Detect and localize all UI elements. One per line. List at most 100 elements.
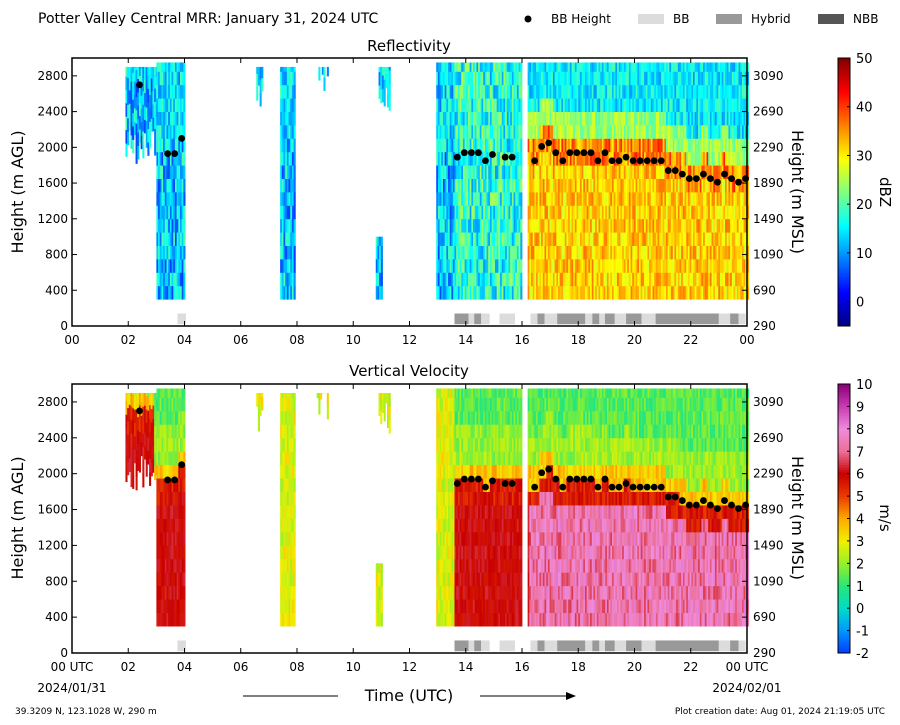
heatmap-cell [537,259,540,273]
heatmap-cell [181,178,184,193]
heatmap-cell [290,84,293,99]
heatmap-cell [652,98,655,112]
heatmap-cell [290,599,293,614]
heatmap-cell [283,151,286,166]
heatmap-cell [561,111,564,126]
heatmap-cell [630,111,633,126]
heatmap-cell [496,165,499,179]
heatmap-cell [125,427,128,442]
heatmap-cell [133,409,136,423]
heatmap-cell [453,71,456,86]
heatmap-cell [731,62,734,72]
heatmap-cell [736,84,739,99]
heatmap-cell [515,178,518,193]
heatmap-cell [581,178,584,193]
colorbar-band [838,150,850,154]
heatmap-cell [448,531,451,546]
heatmap-cell [288,192,291,206]
colorbar-band [838,265,850,269]
heatmap-cell [453,232,456,246]
heatmap-cell [736,125,739,139]
heatmap-cell [706,84,709,99]
heatmap-cell [733,232,736,246]
heatmap-cell [639,259,642,273]
heatmap-cell [503,98,506,112]
heatmap-cell [583,218,586,233]
heatmap-cell [441,259,444,273]
legend-swatch-hybrid [716,14,742,24]
heatmap-cell [703,138,706,153]
colorbar-band [838,99,850,103]
heatmap-cell [615,178,618,193]
heatmap-cell [630,71,633,86]
heatmap-cell [133,81,136,95]
heatmap-cell [701,71,704,86]
heatmap-cell [644,205,647,220]
heatmap-cell [169,545,172,560]
heatmap-cell [456,111,459,126]
heatmap-cell [610,138,613,153]
heatmap-cell [696,151,699,166]
heatmap-cell [163,531,166,546]
heatmap-cell [168,111,171,126]
heatmap-cell [532,232,535,246]
heatmap-cell [163,558,166,573]
heatmap-cell [585,285,588,300]
heatmap-cell [471,285,474,300]
heatmap-cell [158,585,161,600]
heatmap-cell [144,445,147,460]
heatmap-cell [176,518,179,533]
heatmap-cell [451,272,454,287]
heatmap-cell [176,245,179,260]
heatmap-cell [181,585,184,600]
heatmap-cell [441,545,444,560]
heatmap-cell [471,245,474,260]
heatmap-cell [564,71,567,86]
heatmap-cell [326,392,329,406]
heatmap-cell [615,111,618,126]
heatmap-cell [285,612,288,627]
heatmap-cell [591,192,594,206]
heatmap-cell [713,98,716,112]
heatmap-cell [593,259,596,273]
heatmap-cell [174,558,178,573]
heatmap-cell [518,259,521,273]
heatmap-cell [740,165,743,179]
heatmap-cell [687,71,691,86]
heatmap-cell [601,138,604,153]
heatmap-cell [180,259,183,273]
heatmap-cell [495,232,498,246]
heatmap-cell [600,138,603,153]
heatmap-cell [583,245,586,260]
heatmap-cell [640,192,643,206]
heatmap-cell [462,232,466,246]
heatmap-cell [444,138,447,153]
heatmap-cell [711,178,714,193]
heatmap-cell [672,218,675,233]
heatmap-cell [612,232,615,246]
heatmap-cell [536,192,539,206]
heatmap-cell [149,134,152,149]
heatmap-cell [145,422,148,437]
heatmap-cell [703,151,706,166]
heatmap-cell [554,71,557,86]
heatmap-cell [720,165,723,179]
heatmap-cell [169,388,172,398]
heatmap-cell [154,412,157,427]
heatmap-cell [171,464,174,479]
heatmap-cell [283,531,286,546]
heatmap-cell [150,392,153,396]
heatmap-cell [735,151,738,166]
heatmap-cell [696,218,699,233]
heatmap-cell [531,218,534,233]
heatmap-cell [534,98,537,112]
heatmap-cell [149,392,152,406]
heatmap-cell [728,178,731,193]
heatmap-cell [687,111,691,126]
heatmap-cell [520,84,523,99]
heatmap-cell [518,272,521,287]
heatmap-cell [576,192,579,206]
heatmap-cell [628,138,631,153]
heatmap-cell [436,84,439,99]
heatmap-cell [291,491,295,506]
